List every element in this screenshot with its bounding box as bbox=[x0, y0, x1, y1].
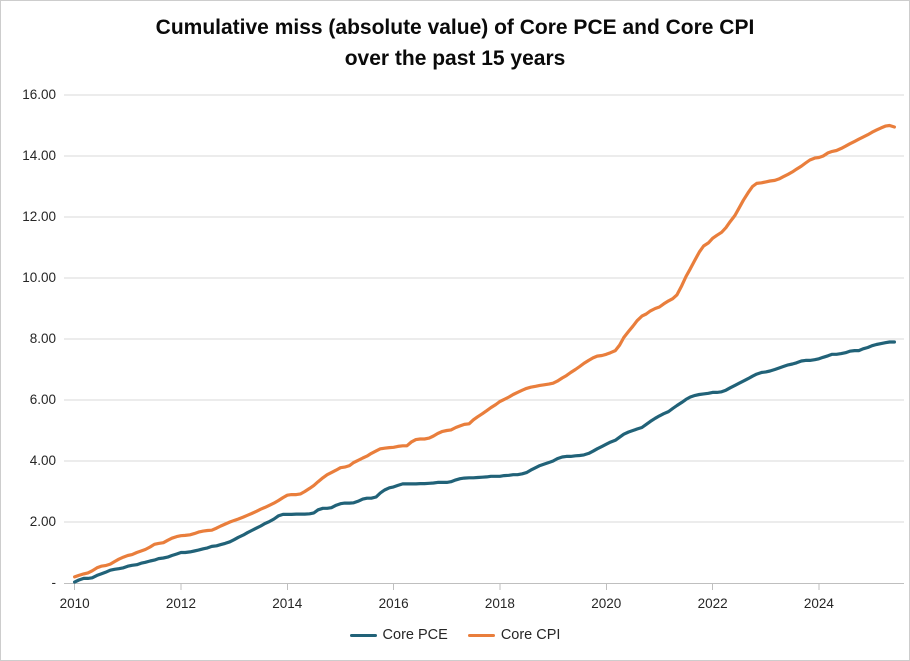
x-axis-tick-label: 2012 bbox=[165, 596, 196, 611]
legend-swatch-core-pce bbox=[349, 633, 377, 637]
x-axis-tick-label: 2024 bbox=[803, 596, 834, 611]
legend-label-core-pce: Core PCE bbox=[382, 627, 448, 643]
x-axis-tick-label: 2018 bbox=[484, 596, 515, 611]
x-axis-tick-label: 2016 bbox=[378, 596, 409, 611]
legend-swatch-core-cpi bbox=[467, 633, 495, 637]
chart-title-line-1: Cumulative miss (absolute value) of Core… bbox=[155, 16, 755, 39]
x-axis-tick-label: 2022 bbox=[697, 596, 728, 611]
legend-label-core-cpi: Core CPI bbox=[500, 627, 561, 643]
chart-title-line-2: over the past 15 years bbox=[344, 47, 566, 70]
y-axis-tick-label: 10.00 bbox=[22, 270, 56, 285]
x-axis-tick-label: 2020 bbox=[591, 596, 622, 611]
legend-item-core-pce: Core PCE bbox=[349, 627, 448, 643]
legend: Core PCE Core CPI bbox=[1, 627, 909, 643]
y-axis-tick-label: 14.00 bbox=[22, 148, 56, 163]
y-axis-tick-label: 2.00 bbox=[29, 514, 56, 529]
y-axis-tick-label: 6.00 bbox=[29, 392, 56, 407]
x-axis-tick-label: 2010 bbox=[59, 596, 90, 611]
y-axis-tick-label: 12.00 bbox=[22, 209, 56, 224]
legend-item-core-cpi: Core CPI bbox=[467, 627, 561, 643]
series-line-core-pce bbox=[73, 340, 896, 584]
y-axis-tick-label: - bbox=[51, 575, 57, 590]
series-line-core-cpi bbox=[73, 123, 896, 579]
chart-title: Cumulative miss (absolute value) of Core… bbox=[1, 12, 909, 74]
y-axis-tick-label: 8.00 bbox=[29, 331, 56, 346]
y-axis-tick-label: 4.00 bbox=[29, 453, 56, 468]
y-axis-tick-label: 16.00 bbox=[22, 87, 56, 102]
x-axis-tick-label: 2014 bbox=[272, 596, 303, 611]
